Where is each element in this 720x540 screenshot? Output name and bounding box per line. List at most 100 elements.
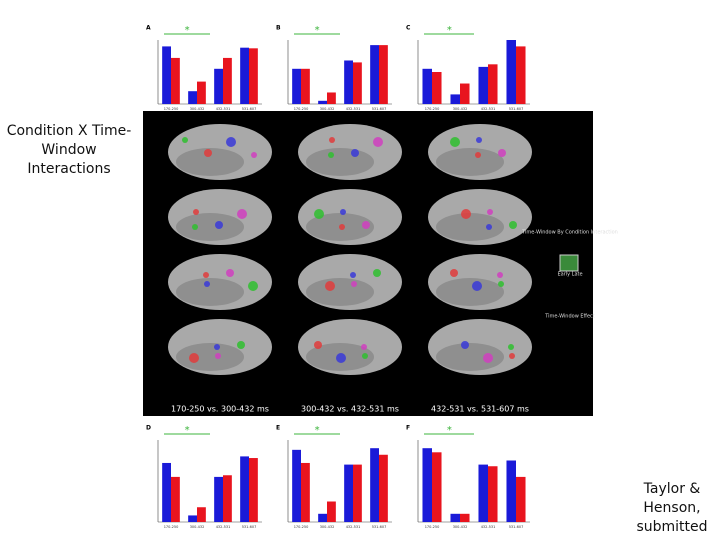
bar bbox=[379, 454, 388, 522]
bar bbox=[214, 476, 223, 522]
x-tick-label: 531-607 bbox=[242, 107, 257, 111]
activation bbox=[237, 341, 245, 349]
activation bbox=[237, 209, 247, 219]
panel-letter: F bbox=[406, 425, 410, 432]
activation bbox=[226, 269, 234, 277]
bar bbox=[214, 68, 223, 104]
brain-lobe bbox=[176, 343, 244, 371]
activation bbox=[325, 281, 335, 291]
activation bbox=[450, 137, 460, 147]
bar bbox=[450, 94, 460, 104]
bar bbox=[223, 475, 232, 522]
x-tick-label: 432-531 bbox=[481, 525, 496, 529]
bar bbox=[197, 81, 206, 104]
brain bbox=[168, 124, 272, 180]
activation bbox=[182, 137, 188, 143]
significance: * bbox=[447, 25, 452, 36]
brain-lobe bbox=[176, 278, 244, 306]
activation bbox=[329, 137, 335, 143]
bar bbox=[188, 515, 197, 522]
bar bbox=[292, 449, 301, 522]
bar bbox=[506, 40, 516, 104]
x-tick-label: 170-250 bbox=[164, 525, 179, 529]
side-label: Condition X Time-Window Interactions bbox=[6, 123, 132, 177]
activation bbox=[509, 221, 517, 229]
activation bbox=[214, 344, 220, 350]
activation bbox=[486, 224, 492, 230]
bar bbox=[249, 458, 258, 522]
bar bbox=[432, 72, 442, 104]
activation bbox=[476, 137, 482, 143]
significance: * bbox=[315, 25, 320, 36]
brain-lobe bbox=[176, 213, 244, 241]
x-tick-label: 531-607 bbox=[372, 525, 387, 529]
x-tick-label: 300-432 bbox=[453, 525, 468, 529]
panel-letter: D bbox=[146, 425, 151, 432]
bar bbox=[240, 456, 249, 522]
x-tick-label: 300-432 bbox=[320, 107, 335, 111]
brain-lobe bbox=[306, 213, 374, 241]
brain bbox=[428, 189, 532, 245]
legend-text: Time-Window Effect bbox=[544, 314, 595, 320]
activation bbox=[450, 269, 458, 277]
brain-lobe bbox=[436, 148, 504, 176]
activation bbox=[336, 353, 346, 363]
brain bbox=[168, 254, 272, 310]
activation bbox=[509, 353, 515, 359]
brain bbox=[428, 124, 532, 180]
bar bbox=[353, 464, 362, 522]
bar bbox=[432, 452, 442, 522]
bar bbox=[488, 64, 498, 104]
activation bbox=[487, 209, 493, 215]
activation bbox=[362, 221, 370, 229]
brain bbox=[298, 124, 402, 180]
brain-lobe bbox=[306, 148, 374, 176]
x-tick-label: 531-607 bbox=[509, 107, 524, 111]
activation bbox=[203, 272, 209, 278]
activation bbox=[508, 344, 514, 350]
activation bbox=[498, 281, 504, 287]
panel-letter: C bbox=[406, 25, 411, 32]
x-tick-label: 170-250 bbox=[164, 107, 179, 111]
panel-letter: A bbox=[146, 25, 151, 32]
x-tick-label: 432-531 bbox=[216, 107, 231, 111]
significance: * bbox=[185, 25, 190, 36]
x-tick-label: 300-432 bbox=[320, 525, 335, 529]
brain-lobe bbox=[176, 148, 244, 176]
brain bbox=[428, 254, 532, 310]
brain-label: 300-432 vs. 432-531 ms bbox=[301, 405, 399, 414]
significance: * bbox=[315, 425, 320, 436]
brain-lobe bbox=[436, 343, 504, 371]
bar bbox=[318, 100, 327, 104]
legend-text: Early Late bbox=[557, 272, 582, 278]
bar bbox=[318, 513, 327, 522]
bar bbox=[370, 45, 379, 104]
brain-panel bbox=[143, 111, 593, 416]
x-tick-label: 432-531 bbox=[346, 107, 361, 111]
activation bbox=[351, 281, 357, 287]
x-tick-label: 432-531 bbox=[481, 107, 496, 111]
brain-lobe bbox=[436, 213, 504, 241]
bar bbox=[516, 46, 526, 104]
activation bbox=[204, 281, 210, 287]
activation bbox=[339, 224, 345, 230]
bar bbox=[344, 464, 353, 522]
activation bbox=[314, 341, 322, 349]
bar bbox=[327, 501, 336, 522]
bar bbox=[223, 57, 232, 104]
activation bbox=[204, 149, 212, 157]
activation bbox=[350, 272, 356, 278]
activation bbox=[328, 152, 334, 158]
bar bbox=[506, 460, 516, 522]
brain bbox=[168, 189, 272, 245]
bar bbox=[488, 466, 498, 522]
bar bbox=[450, 513, 460, 522]
bar bbox=[422, 448, 432, 522]
significance: * bbox=[447, 425, 452, 436]
bar bbox=[240, 47, 249, 104]
x-tick-label: 170-250 bbox=[294, 107, 309, 111]
brain-lobe bbox=[306, 278, 374, 306]
x-tick-label: 170-250 bbox=[425, 107, 440, 111]
